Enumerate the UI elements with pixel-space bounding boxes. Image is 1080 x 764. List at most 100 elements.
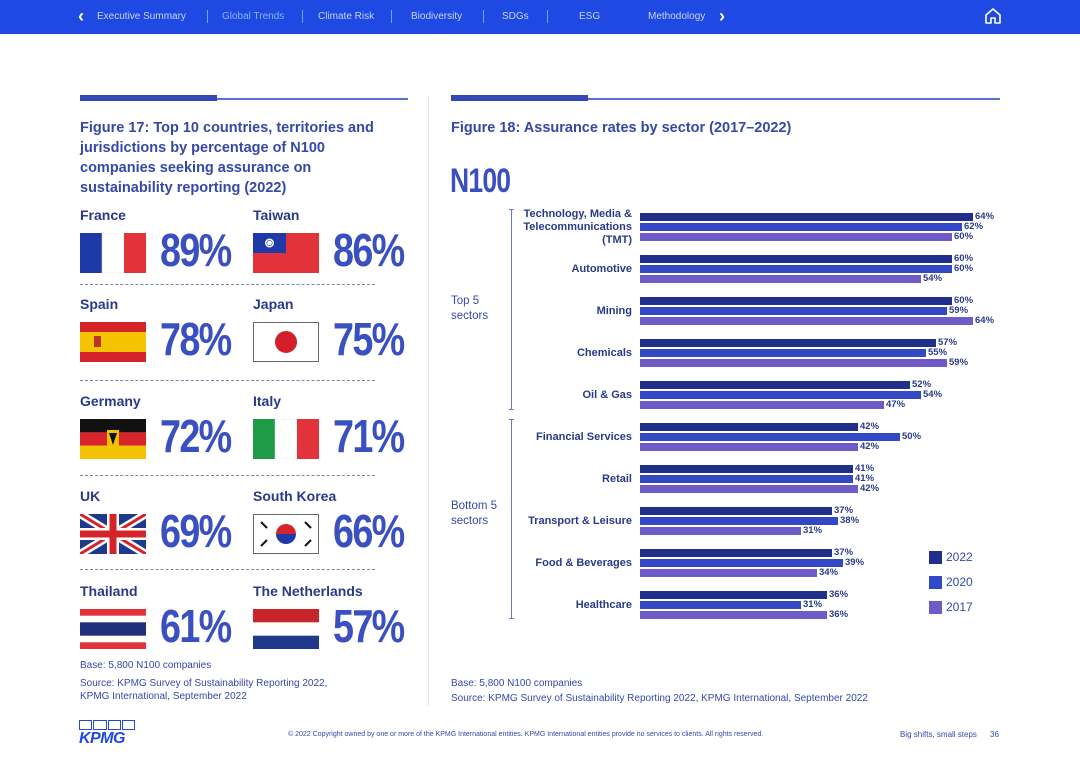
kpmg-logo-boxes — [79, 720, 135, 730]
top-navigation-bar: ‹ Executive Summary Global Trends Climat… — [0, 0, 1080, 34]
bar-value-label: 54% — [923, 273, 943, 284]
country-percentage: 72% — [160, 410, 232, 462]
sector-label-healthcare: Healthcare — [576, 599, 632, 612]
bar-value-label: 42% — [860, 483, 880, 494]
country-name: The Netherlands — [253, 583, 363, 599]
bracket-cap — [509, 409, 514, 410]
figure-17-title: Figure 17: Top 10 countries, territories… — [80, 120, 374, 196]
sector-label-transport-leisure: Transport & Leisure — [528, 515, 632, 528]
nav-separator — [302, 10, 303, 23]
bar-value-label: 47% — [886, 399, 906, 410]
sector-label-line: Oil & Gas — [582, 389, 632, 401]
nav-item-sdgs[interactable]: SDGs — [502, 11, 529, 22]
section-rule-right-accent — [451, 95, 588, 101]
country-spain: Spain 78% — [80, 296, 250, 366]
sector-label-financial-services: Financial Services — [536, 431, 632, 444]
bar-value-label: 60% — [954, 263, 974, 274]
bar-value-label: 34% — [819, 567, 839, 578]
chevron-left-icon[interactable]: ‹ — [78, 6, 84, 26]
bar-value-label: 64% — [975, 211, 995, 222]
bar-transport-leisure-2017 — [640, 527, 801, 535]
sector-label-oil-gas: Oil & Gas — [582, 389, 632, 402]
legend-label: 2020 — [946, 575, 973, 589]
sector-label-retail: Retail — [602, 473, 632, 486]
figure-18-source-note: Source: KPMG Survey of Sustainability Re… — [451, 693, 868, 704]
nav-item-esg[interactable]: ESG — [579, 11, 601, 22]
bar-chemicals-2017 — [640, 359, 947, 367]
bar-automotive-2017 — [640, 275, 921, 283]
bar-value-label: 60% — [954, 231, 974, 242]
country-name: France — [80, 207, 126, 223]
figure-18-base-note: Base: 5,800 N100 companies — [451, 678, 583, 689]
sector-label-line: Mining — [596, 305, 632, 317]
country-name: Italy — [253, 393, 282, 409]
bar-value-label: 39% — [845, 557, 865, 568]
bar-food-beverages-2017 — [640, 569, 817, 577]
sector-label-mining: Mining — [597, 305, 632, 318]
bar-transport-leisure-2022 — [640, 507, 832, 515]
bar-oil-gas-2022 — [640, 381, 910, 389]
bar-value-label: 36% — [829, 609, 849, 620]
nav-separator — [391, 10, 392, 23]
bracket-top5 — [511, 209, 512, 409]
home-icon[interactable] — [984, 7, 1002, 25]
bar-retail-2022 — [640, 465, 853, 473]
bracket-bottom5 — [511, 419, 512, 618]
figure-17-base-note: Base: 5,800 N100 companies — [80, 660, 212, 671]
dashed-divider — [80, 284, 375, 285]
bar-value-label: 50% — [902, 431, 922, 442]
legend-swatch — [929, 576, 942, 589]
france-flag-icon — [80, 233, 146, 273]
sector-label-line: Transport & Leisure — [528, 515, 632, 527]
bar-value-label: 41% — [855, 473, 875, 484]
bar-technology-media-telecommunications-tmt-2022 — [640, 213, 973, 221]
dashed-divider — [80, 569, 375, 570]
country-percentage: 89% — [160, 224, 232, 276]
bar-value-label: 38% — [840, 515, 860, 526]
nav-item-global-trends[interactable]: Global Trends — [222, 11, 285, 22]
nav-separator — [483, 10, 484, 23]
nav-separator — [207, 10, 208, 23]
kpmg-logo: KPMG — [79, 720, 135, 747]
bar-oil-gas-2020 — [640, 391, 921, 399]
country-percentage: 69% — [160, 505, 232, 557]
bracket-cap — [509, 618, 514, 619]
country-percentage: 61% — [160, 600, 232, 652]
bar-value-label: 41% — [855, 463, 875, 474]
chevron-right-icon[interactable]: › — [719, 6, 725, 26]
page-number: 36 — [990, 730, 999, 739]
bar-value-label: 31% — [803, 525, 823, 536]
bar-value-label: 59% — [949, 305, 969, 316]
sector-label-line: Financial Services — [536, 431, 632, 443]
dashed-divider — [80, 475, 375, 476]
bar-healthcare-2022 — [640, 591, 827, 599]
nav-item-executive-summary[interactable]: Executive Summary — [97, 11, 186, 22]
bar-oil-gas-2017 — [640, 401, 884, 409]
country-name: Spain — [80, 296, 119, 312]
bar-technology-media-telecommunications-tmt-2020 — [640, 223, 962, 231]
nav-item-biodiversity[interactable]: Biodiversity — [411, 11, 463, 22]
nav-item-methodology[interactable]: Methodology — [648, 11, 706, 22]
nav-item-climate-risk[interactable]: Climate Risk — [318, 11, 375, 22]
bar-retail-2020 — [640, 475, 853, 483]
bar-value-label: 42% — [860, 421, 880, 432]
country-percentage: 86% — [333, 224, 405, 276]
bracket-cap — [509, 419, 514, 420]
italy-flag-icon — [253, 419, 319, 459]
country-taiwan: Taiwan 86% — [253, 207, 423, 277]
legend-swatch — [929, 551, 942, 564]
bar-mining-2022 — [640, 297, 952, 305]
copyright-notice: © 2022 Copyright owned by one or more of… — [288, 731, 764, 738]
bar-value-label: 54% — [923, 389, 943, 400]
sector-label-automotive: Automotive — [572, 263, 633, 276]
group-label-line: Bottom 5 — [451, 500, 498, 512]
bar-financial-services-2017 — [640, 443, 858, 451]
taiwan-flag-icon — [253, 233, 319, 273]
legend-label: 2022 — [946, 550, 973, 564]
bar-value-label: 59% — [949, 357, 969, 368]
sector-label-line: Retail — [602, 473, 632, 485]
bar-value-label: 42% — [860, 441, 880, 452]
country-name: Taiwan — [253, 207, 300, 223]
sector-label-line: (TMT) — [602, 234, 632, 246]
country-uk: UK 69% — [80, 488, 250, 558]
